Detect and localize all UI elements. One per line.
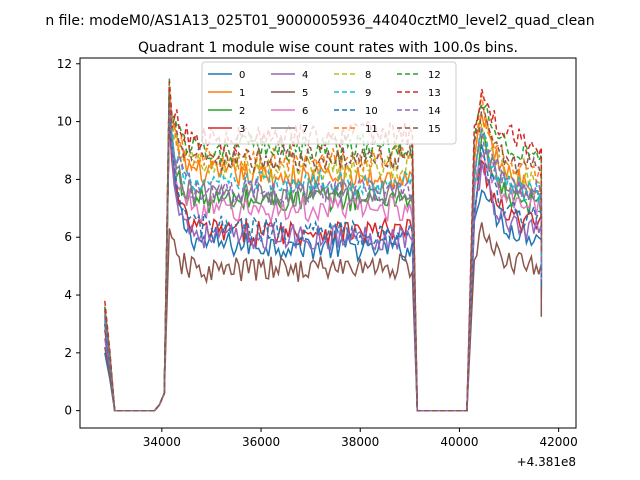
x-axis-offset-label: +4.381e8	[517, 455, 576, 469]
legend-label-11: 11	[365, 124, 378, 135]
x-tick-label: 42000	[540, 435, 578, 449]
series-line-4	[104, 104, 543, 412]
series-layer	[104, 78, 543, 412]
x-tick-label: 36000	[242, 435, 280, 449]
y-tick-label: 4	[64, 288, 72, 302]
series-line-14	[104, 101, 543, 412]
legend-label-2: 2	[239, 106, 245, 117]
y-tick-label: 12	[57, 57, 72, 71]
x-axis: 34000 36000 38000 40000 42000	[143, 428, 578, 449]
legend-box	[201, 61, 457, 145]
y-axis: 0 2 4 6 8 10 12	[57, 57, 80, 418]
plot-area-frame	[79, 57, 577, 429]
figure-suptitle: n file: modeM0/AS1A13_025T01_9000005936_…	[45, 13, 594, 29]
legend-label-4: 4	[302, 70, 308, 81]
legend-label-8: 8	[365, 70, 371, 81]
legend-label-3: 3	[239, 124, 245, 135]
legend-label-9: 9	[365, 88, 371, 99]
legend-label-14: 14	[428, 106, 441, 117]
chart-title: Quadrant 1 module wise count rates with …	[138, 40, 518, 56]
y-tick-label: 2	[64, 346, 72, 360]
series-line-6	[104, 98, 543, 412]
x-tick-label: 38000	[341, 435, 379, 449]
y-tick-label: 10	[57, 115, 72, 129]
series-line-15	[104, 92, 543, 412]
legend-label-10: 10	[365, 106, 378, 117]
legend-label-1: 1	[239, 88, 245, 99]
legend-label-13: 13	[428, 88, 441, 99]
y-tick-label: 0	[64, 404, 72, 418]
legend-label-15: 15	[428, 124, 441, 135]
legend-label-0: 0	[239, 70, 245, 81]
x-tick-label: 40000	[440, 435, 478, 449]
series-line-8	[104, 95, 543, 412]
series-line-12	[104, 78, 543, 412]
x-tick-label: 34000	[143, 435, 181, 449]
legend-label-12: 12	[428, 70, 441, 81]
y-tick-label: 8	[64, 172, 72, 186]
series-line-5	[104, 222, 543, 412]
legend-label-7: 7	[302, 124, 308, 135]
y-tick-label: 6	[64, 230, 72, 244]
series-line-1	[104, 86, 543, 412]
series-line-10	[104, 118, 543, 412]
series-line-9	[104, 104, 543, 412]
legend-label-6: 6	[302, 106, 308, 117]
legend-label-5: 5	[302, 88, 308, 99]
